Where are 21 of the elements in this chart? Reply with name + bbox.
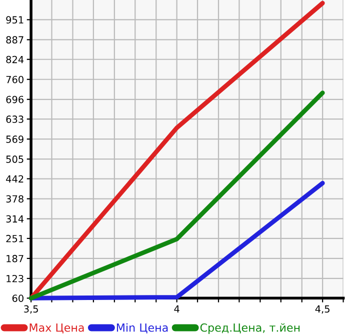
y-tick-label: 887 bbox=[6, 36, 24, 44]
legend-label: Сред.Цена, т.йен bbox=[200, 323, 300, 334]
y-tick-label: 633 bbox=[6, 116, 24, 123]
y-tick-label: 696 bbox=[6, 96, 24, 104]
x-tick-label: 3,5 bbox=[24, 305, 38, 314]
y-tick-label: 378 bbox=[6, 195, 24, 203]
y-tick-label: 251 bbox=[6, 234, 24, 242]
y-tick-label: 824 bbox=[6, 56, 24, 64]
y-tick-label: 442 bbox=[6, 175, 24, 182]
y-tick-label: 760 bbox=[6, 76, 24, 84]
legend-label: Min Цена bbox=[116, 323, 168, 334]
y-tick-label: 314 bbox=[6, 215, 24, 223]
y-tick-label: 123 bbox=[6, 274, 24, 282]
y-tick-label: 951 bbox=[6, 16, 24, 24]
legend-label: Max Цена bbox=[30, 324, 84, 334]
x-tick-label: 4 bbox=[174, 305, 180, 312]
y-tick-label: 505 bbox=[6, 156, 24, 163]
y-tick-label: 187 bbox=[6, 254, 24, 262]
y-tick-label: 60 bbox=[12, 294, 24, 302]
y-tick-label: 569 bbox=[6, 136, 24, 143]
x-tick-label: 4,5 bbox=[315, 305, 330, 314]
